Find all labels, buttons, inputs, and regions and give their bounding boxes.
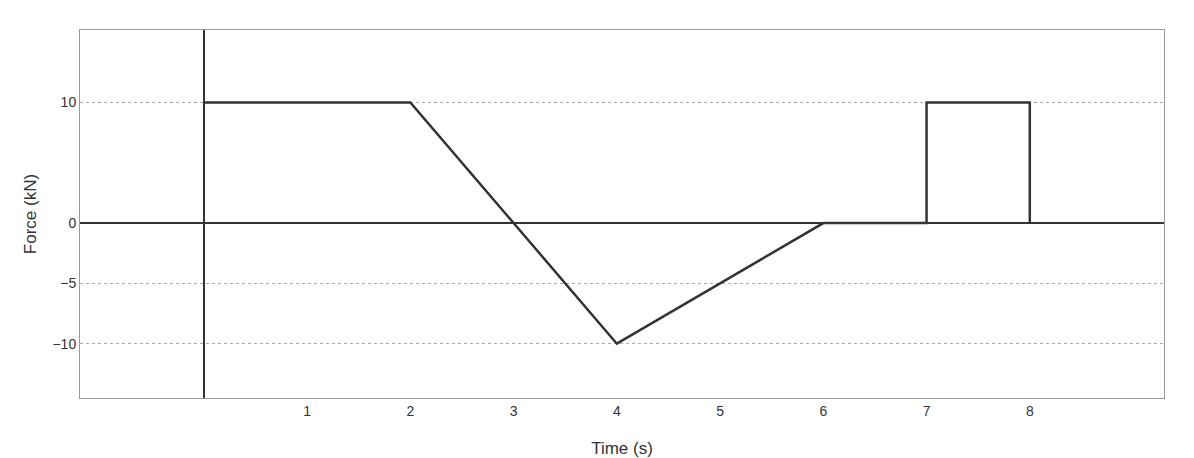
svg-text:Force (kN): Force (kN) <box>21 174 40 254</box>
svg-text:6: 6 <box>819 403 827 419</box>
svg-text:8: 8 <box>1026 403 1034 419</box>
svg-text:4: 4 <box>613 403 621 419</box>
svg-text:3: 3 <box>510 403 518 419</box>
svg-text:0: 0 <box>68 215 76 231</box>
svg-text:5: 5 <box>716 403 724 419</box>
svg-text:−5: −5 <box>60 275 76 291</box>
svg-text:10: 10 <box>61 94 77 110</box>
svg-text:−10: −10 <box>52 336 76 352</box>
svg-text:1: 1 <box>303 403 311 419</box>
svg-text:7: 7 <box>923 403 931 419</box>
svg-text:Time (s): Time (s) <box>591 439 653 458</box>
svg-text:2: 2 <box>406 403 414 419</box>
